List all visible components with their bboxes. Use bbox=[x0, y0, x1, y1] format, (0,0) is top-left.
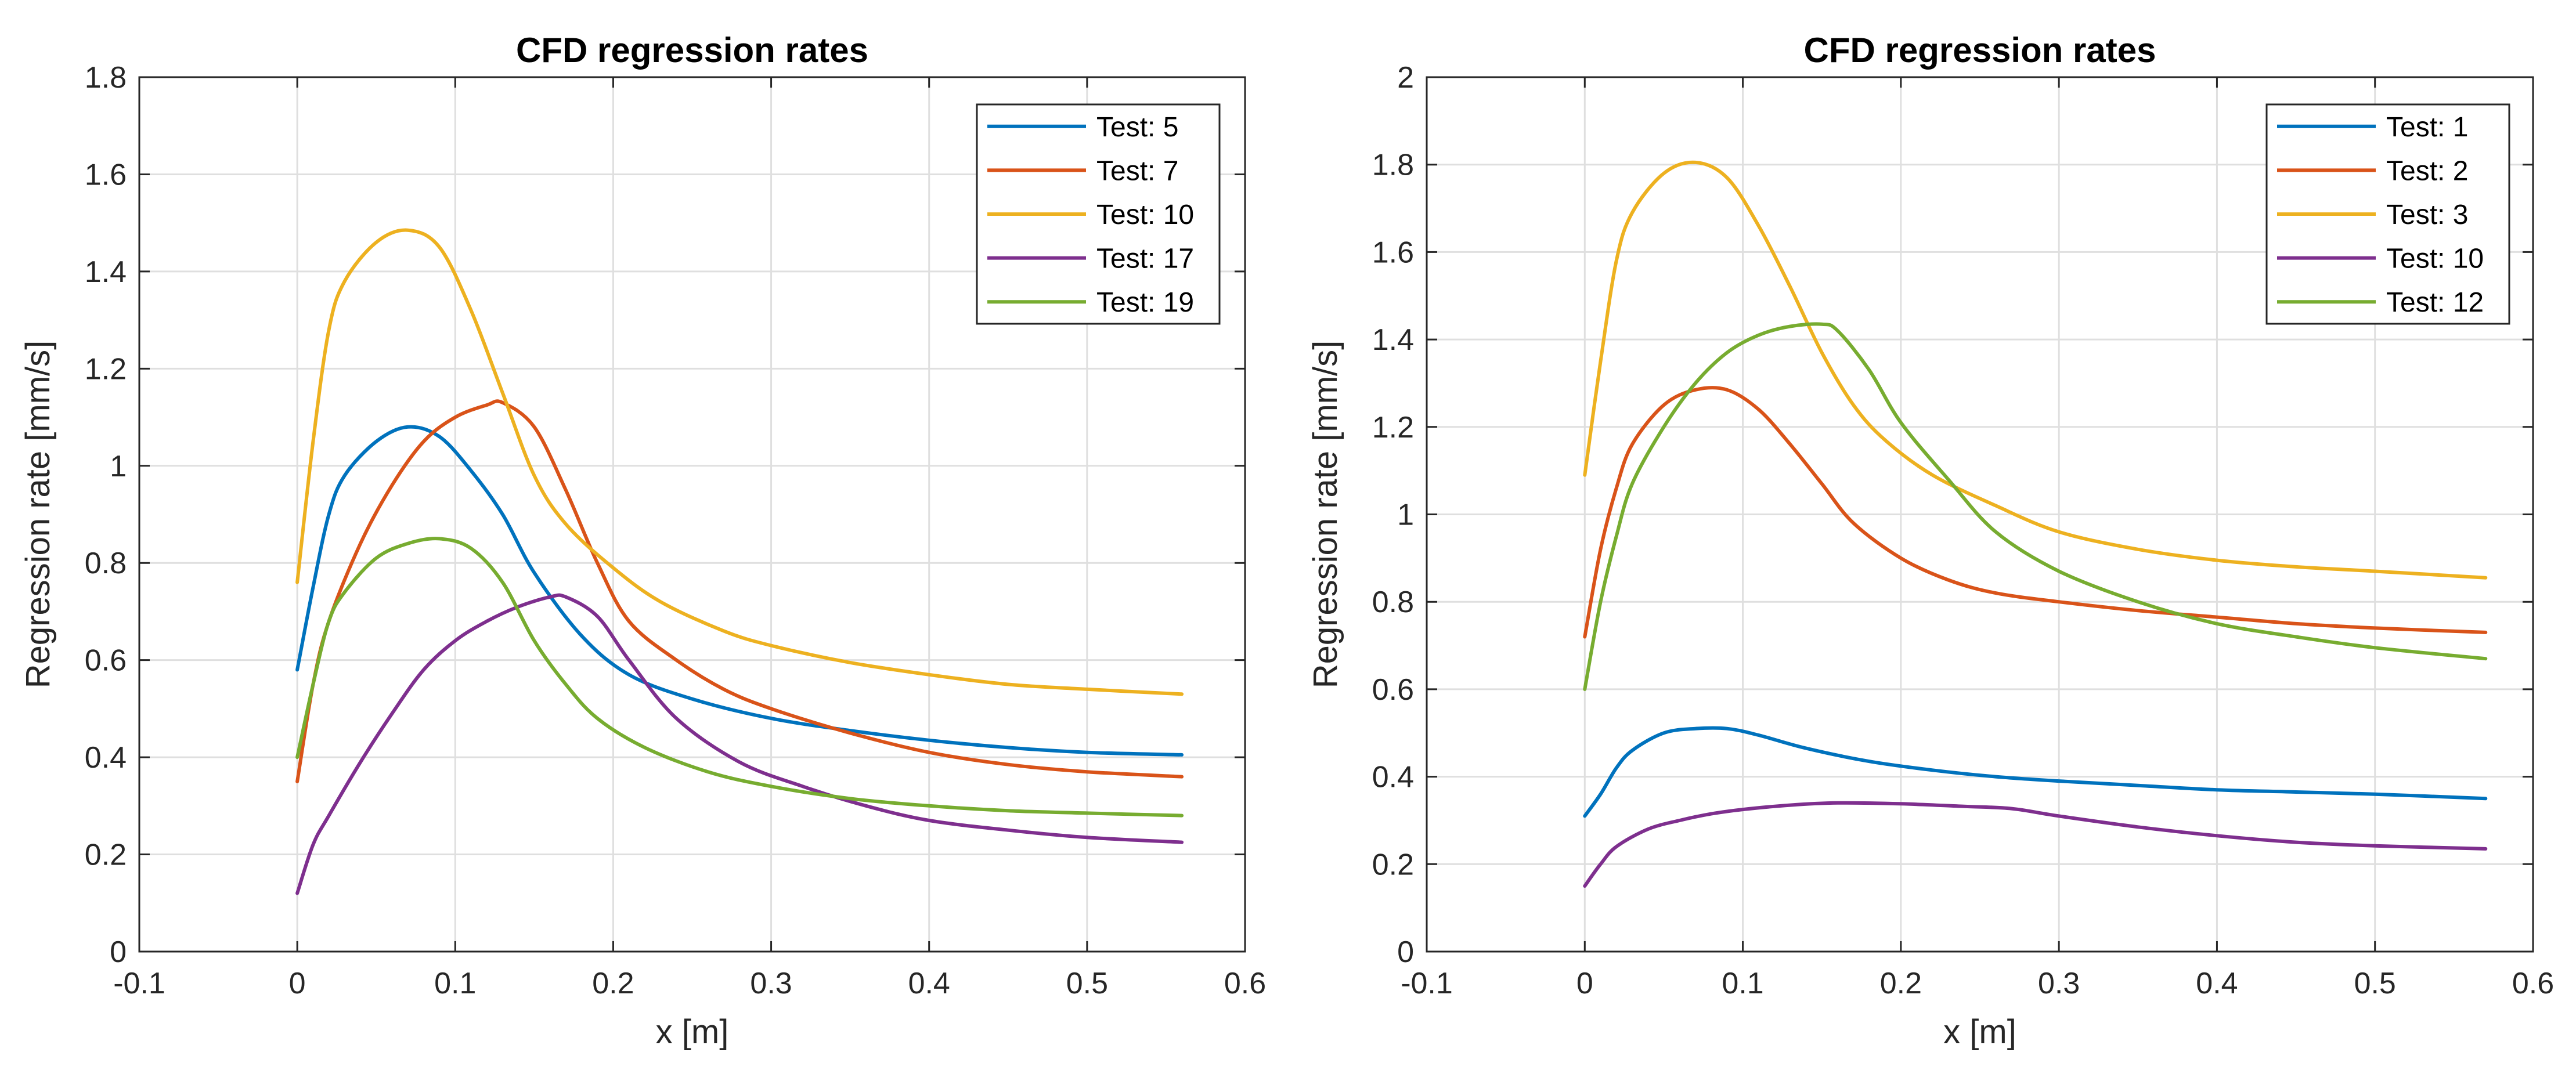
y-tick-label: 1.6 bbox=[1372, 236, 1414, 269]
legend-entry-label: Test: 3 bbox=[2386, 200, 2468, 230]
axes-frame bbox=[138, 76, 1246, 953]
x-tick-label: 0.4 bbox=[908, 967, 950, 1000]
y-tick-label: 1.8 bbox=[1372, 149, 1414, 182]
chart-title: CFD regression rates bbox=[1804, 31, 2156, 70]
legend-entry-label: Test: 10 bbox=[2386, 244, 2484, 274]
x-axis-label: x [m] bbox=[1943, 1013, 2016, 1051]
y-tick-label: 1.6 bbox=[85, 158, 127, 191]
chart-title: CFD regression rates bbox=[516, 31, 868, 70]
legend: Test: 5 Test: 7 Test: 10 Test: 17 Test: 19 bbox=[976, 103, 1221, 325]
x-tick-label: 0.2 bbox=[1880, 967, 1922, 1000]
x-tick-label: 0.4 bbox=[2196, 967, 2238, 1000]
y-tick-label: 1 bbox=[1397, 498, 1414, 532]
x-axis-label: x [m] bbox=[656, 1013, 729, 1051]
x-tick-label: 0.5 bbox=[2354, 967, 2396, 1000]
y-tick-label: 0.2 bbox=[1372, 848, 1414, 881]
x-tick-label: 0 bbox=[1576, 967, 1593, 1000]
series-line-test-19 bbox=[295, 537, 1184, 818]
y-axis-label: Regression rate [mm/s] bbox=[19, 341, 57, 689]
series-line-test-5 bbox=[295, 425, 1184, 757]
y-tick-label: 1.8 bbox=[85, 61, 127, 95]
x-tick-label: 0.1 bbox=[1722, 967, 1763, 1000]
series-line-test-2 bbox=[1583, 386, 2488, 639]
chart-panel-1: -0.1 0 0.1 0.2 0.3 0.4 0.5 0.600.20.40.60.811.2… bbox=[19, 31, 1266, 1051]
series-line-test-7 bbox=[295, 399, 1184, 783]
legend-entry-label: Test: 2 bbox=[2386, 156, 2468, 186]
series-line-test-12 bbox=[1583, 322, 2488, 691]
legend-entry-label: Test: 12 bbox=[2386, 287, 2484, 318]
y-tick-label: 1 bbox=[110, 450, 127, 483]
x-tick-label: 0.6 bbox=[2512, 967, 2554, 1000]
x-tick-label: -0.1 bbox=[113, 967, 165, 1000]
y-tick-label: 1.2 bbox=[85, 352, 127, 386]
legend-entry-label: Test: 19 bbox=[1096, 287, 1194, 318]
y-tick-label: 0.4 bbox=[1372, 761, 1414, 794]
x-tick-label: 0.1 bbox=[434, 967, 476, 1000]
x-tick-label: 0.6 bbox=[1224, 967, 1266, 1000]
y-tick-label: 0 bbox=[110, 935, 127, 969]
legend-entry-label: Test: 1 bbox=[2386, 112, 2468, 143]
legend-entry-label: Test: 17 bbox=[1096, 244, 1194, 274]
legend-entry-label: Test: 7 bbox=[1096, 156, 1178, 186]
y-tick-label: 0 bbox=[1397, 935, 1414, 969]
legend-entry-label: Test: 10 bbox=[1096, 200, 1194, 230]
series-line-test-1 bbox=[1583, 726, 2488, 818]
series-line-test-17 bbox=[295, 593, 1184, 895]
y-tick-label: 1.4 bbox=[85, 255, 127, 289]
series-line-test-3 bbox=[1583, 160, 2488, 580]
y-tick-label: 2 bbox=[1397, 61, 1414, 95]
x-tick-label: 0 bbox=[289, 967, 306, 1000]
chart-panel-2: -0.1 0 0.1 0.2 0.3 0.4 0.5 0.600.20.40.60.811.2… bbox=[1307, 31, 2554, 1051]
y-tick-label: 0.2 bbox=[85, 838, 127, 872]
y-tick-label: 0.6 bbox=[1372, 673, 1414, 707]
x-tick-label: -0.1 bbox=[1401, 967, 1453, 1000]
y-tick-label: 1.2 bbox=[1372, 411, 1414, 444]
y-axis-label: Regression rate [mm/s] bbox=[1307, 341, 1344, 689]
y-tick-label: 0.8 bbox=[1372, 585, 1414, 619]
legend-entry-label: Test: 5 bbox=[1096, 112, 1178, 143]
y-tick-label: 0.6 bbox=[85, 644, 127, 678]
x-tick-label: 0.3 bbox=[750, 967, 792, 1000]
x-tick-label: 0.5 bbox=[1066, 967, 1108, 1000]
series-line-test-10 bbox=[1583, 801, 2488, 888]
y-tick-label: 1.4 bbox=[1372, 323, 1414, 357]
x-tick-label: 0.3 bbox=[2038, 967, 2080, 1000]
legend: Test: 1 Test: 2 Test: 3 Test: 10 Test: 12 bbox=[2265, 103, 2510, 325]
y-tick-label: 0.4 bbox=[85, 741, 127, 775]
x-tick-label: 0.2 bbox=[592, 967, 634, 1000]
series-line-test-10 bbox=[295, 228, 1184, 696]
y-tick-label: 0.8 bbox=[85, 547, 127, 580]
